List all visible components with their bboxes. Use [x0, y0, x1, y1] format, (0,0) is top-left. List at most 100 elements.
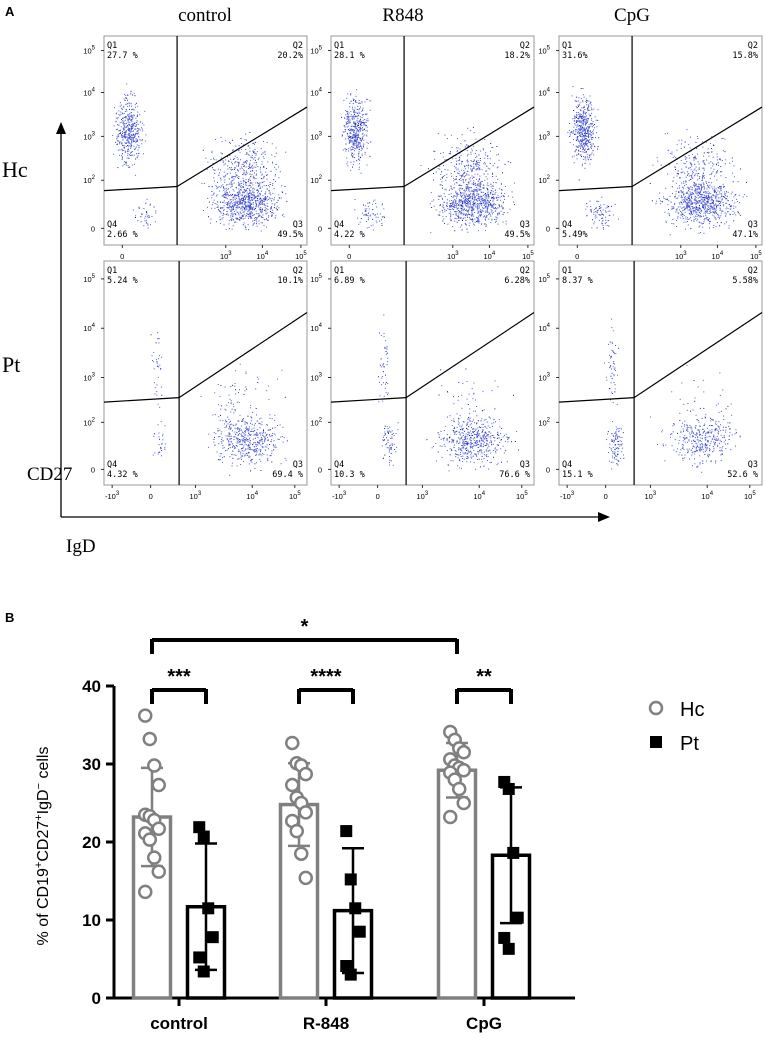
flow-event-dot	[691, 164, 693, 165]
flow-event-dot	[246, 212, 248, 214]
flow-event-dot	[724, 151, 726, 153]
flow-event-dot	[586, 140, 588, 142]
flow-event-dot	[463, 193, 465, 195]
flow-event-dot	[577, 117, 579, 119]
flow-event-dot	[372, 203, 374, 205]
flow-event-dot	[687, 221, 688, 222]
flow-event-dot	[723, 205, 725, 207]
flow-event-dot	[478, 188, 480, 190]
flow-event-dot	[583, 127, 585, 129]
flow-event-dot	[250, 203, 252, 205]
flow-event-dot	[243, 204, 245, 206]
flow-event-dot	[252, 202, 254, 203]
flow-event-dot	[720, 187, 722, 189]
flow-event-dot	[352, 119, 354, 121]
flow-event-dot	[455, 206, 457, 208]
flow-event-dot	[347, 120, 349, 122]
flow-event-dot	[258, 209, 260, 211]
flow-event-dot	[514, 203, 515, 205]
flow-event-dot	[355, 123, 357, 125]
flow-event-dot	[492, 185, 494, 187]
flow-event-dot	[491, 190, 493, 192]
flow-event-dot	[136, 120, 138, 122]
flow-event-dot	[353, 132, 355, 134]
flow-event-dot	[119, 114, 121, 116]
flow-event-dot	[478, 197, 480, 199]
flow-event-dot	[695, 215, 697, 217]
flow-event-dot	[240, 138, 242, 139]
flow-event-dot	[471, 190, 473, 192]
flow-event-dot	[252, 190, 254, 192]
quadrant-q4-label: Q4	[562, 220, 572, 230]
flow-event-dot	[486, 187, 488, 189]
flow-event-dot	[274, 166, 276, 168]
flow-event-dot	[244, 174, 246, 176]
flow-event-dot	[123, 132, 125, 133]
flow-event-dot	[585, 142, 587, 144]
flow-event-dot	[687, 187, 689, 189]
flow-event-dot	[126, 122, 127, 124]
flow-event-dot	[731, 205, 733, 207]
flow-event-dot	[468, 194, 470, 196]
flow-event-dot	[712, 203, 714, 205]
flow-event-dot	[285, 151, 287, 153]
column-title-control: control	[178, 5, 232, 26]
flow-event-dot	[697, 194, 699, 196]
flow-event-dot	[258, 191, 259, 193]
flow-event-dot	[261, 421, 263, 423]
flow-event-dot	[494, 207, 496, 209]
flow-dots	[112, 83, 288, 232]
flow-event-dot	[590, 148, 592, 150]
flow-event-dot	[240, 189, 242, 191]
flow-event-dot	[445, 179, 447, 181]
flow-event-dot	[460, 191, 461, 193]
flow-event-dot	[368, 208, 370, 210]
flow-event-dot	[225, 159, 227, 161]
flow-event-dot	[119, 105, 121, 107]
flow-event-dot	[665, 221, 667, 223]
flow-event-dot	[151, 355, 153, 357]
flow-event-dot	[346, 97, 348, 99]
flow-event-dot	[264, 199, 266, 201]
flow-event-dot	[464, 222, 466, 224]
flow-event-dot	[236, 175, 238, 177]
flow-event-dot	[706, 204, 708, 206]
flow-event-dot	[257, 194, 259, 196]
flow-event-dot	[265, 218, 267, 220]
flow-event-dot	[243, 196, 245, 198]
flow-event-dot	[256, 217, 258, 219]
flow-event-dot	[244, 189, 246, 191]
flow-event-dot	[256, 217, 258, 219]
flow-event-dot	[223, 187, 225, 189]
flow-event-dot	[133, 124, 135, 126]
flow-event-dot	[683, 198, 685, 200]
flow-event-dot	[244, 207, 246, 209]
flow-event-dot	[355, 140, 357, 142]
flow-event-dot	[686, 193, 688, 195]
flow-event-dot	[581, 165, 583, 167]
flow-event-dot	[256, 429, 258, 431]
flow-event-dot	[250, 211, 252, 213]
flow-event-dot	[706, 219, 708, 221]
flow-event-dot	[239, 414, 241, 416]
flow-event-dot	[256, 198, 258, 199]
flow-event-dot	[439, 205, 441, 207]
flow-event-dot	[239, 428, 241, 430]
flow-event-dot	[367, 118, 369, 120]
flow-event-dot	[240, 213, 242, 215]
flow-event-dot	[590, 209, 592, 210]
flow-event-dot	[262, 438, 263, 440]
flow-event-dot	[477, 203, 479, 205]
flow-event-dot	[356, 121, 358, 123]
flow-event-dot	[230, 201, 232, 203]
flow-event-dot	[364, 122, 366, 124]
flow-event-dot	[474, 197, 476, 199]
flow-event-dot	[125, 134, 127, 136]
flow-event-dot	[454, 211, 456, 213]
flow-event-dot	[235, 209, 237, 211]
flow-event-dot	[728, 200, 729, 202]
flow-event-dot	[355, 136, 357, 138]
flow-event-dot	[256, 450, 258, 452]
flow-event-dot	[244, 180, 246, 182]
flow-event-dot	[430, 232, 432, 234]
